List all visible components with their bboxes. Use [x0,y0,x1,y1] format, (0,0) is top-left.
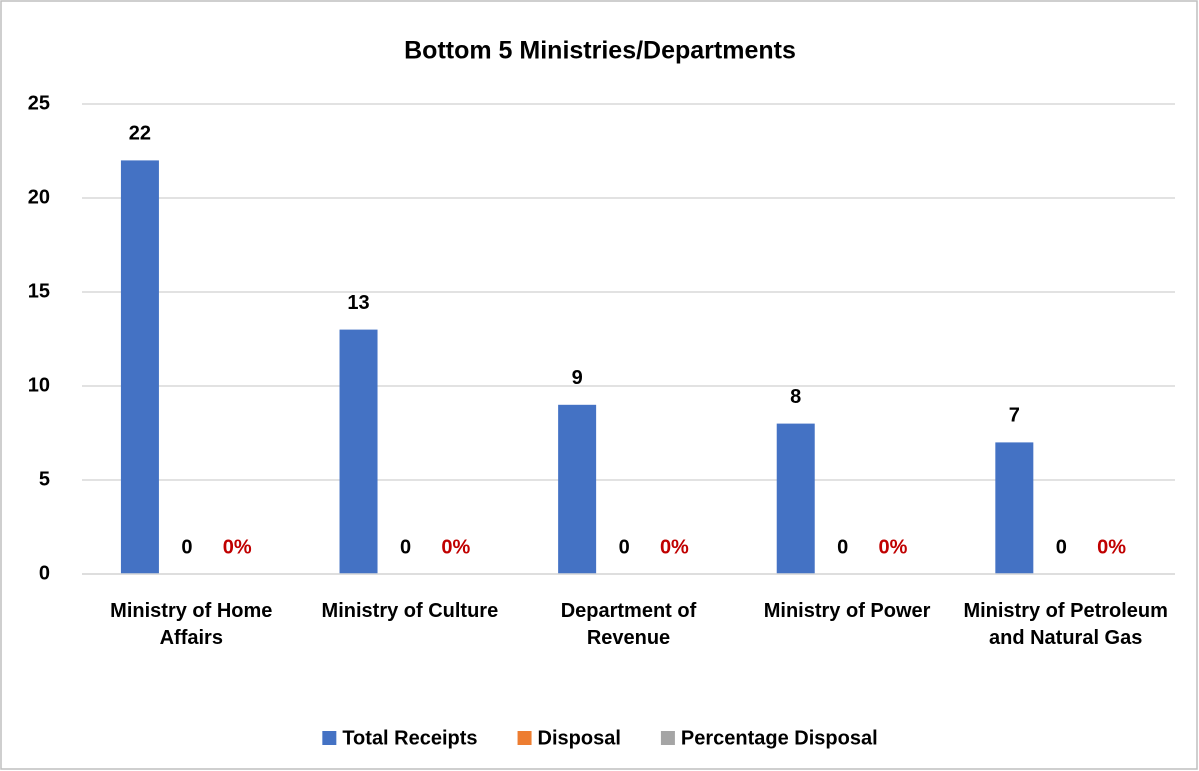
x-tick-label: Department of Revenue [560,600,697,649]
y-tick-label: 20 [28,186,50,208]
x-tick-label: Ministry of Petroleum and Natural Gas [963,600,1168,649]
data-label: 0% [441,536,470,558]
x-tick-label: Ministry of Home Affairs [110,600,273,649]
chart-title: Bottom 5 Ministries/Departments [404,37,796,65]
bar [339,329,378,574]
data-label: 0 [400,536,411,558]
x-tick-label: Ministry of Power [763,600,931,622]
y-tick-label: 10 [28,374,50,396]
data-label: 0 [619,536,630,558]
y-tick-label: 0 [39,562,50,584]
data-label: 13 [347,292,369,314]
data-label: 7 [1009,405,1020,427]
legend-label: Total Receipts [342,727,477,749]
data-label: 22 [129,123,151,145]
y-tick-label: 25 [28,92,50,114]
y-tick-label: 5 [39,468,50,490]
legend-swatch [517,731,532,745]
data-label: 9 [572,367,583,389]
data-label: 0 [181,536,192,558]
data-label: 0 [1056,536,1067,558]
y-tick-label: 15 [28,280,50,302]
legend-label: Disposal [538,727,621,749]
legend-swatch [660,731,675,745]
bar [120,160,159,574]
data-label: 8 [790,386,801,408]
legend-label: Percentage Disposal [681,727,878,749]
x-tick-label: Ministry of Culture [321,600,499,622]
data-label: 0% [223,536,252,558]
bar [776,423,815,574]
legend-swatch [322,731,337,745]
data-label: 0% [660,536,689,558]
bar [558,404,597,574]
data-label: 0% [879,536,908,558]
data-label: 0 [837,536,848,558]
data-label: 0% [1097,536,1126,558]
bar [995,442,1034,574]
